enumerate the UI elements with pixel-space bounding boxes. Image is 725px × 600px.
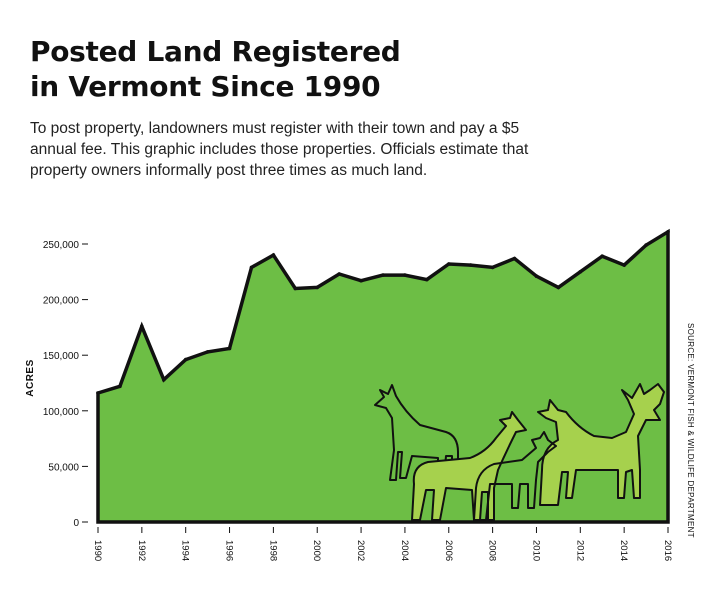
data-point [118,384,122,389]
data-point [425,277,429,282]
x-tick-label: 2016 [662,540,673,561]
x-tick-label: 2006 [443,540,454,561]
data-point [622,263,626,267]
x-tick-label: 1996 [224,540,235,561]
data-point [556,285,561,290]
data-point [293,286,298,291]
y-tick-label: 250,000 [43,240,80,251]
x-tick-label: 2000 [311,540,322,561]
deer-figure [473,431,557,521]
data-point [600,254,604,258]
chart-title: Posted Land Registered in Vermont Since … [30,34,490,104]
plot-area [96,228,670,524]
x-tick-label: 2012 [574,540,585,561]
x-axis-ticks: 1990 1992 1994 1996 1998 2000 2002 2004 2006 2008… [92,527,673,561]
data-point [512,256,517,261]
x-tick-label: 1992 [136,540,147,561]
data-point [403,273,407,277]
title-line-1: Posted Land Registered [30,35,401,68]
data-point [140,324,144,329]
y-tick-label: 0 [73,518,79,529]
deer-illustration [374,383,665,521]
data-point [205,350,210,354]
x-tick-label: 2002 [355,540,366,561]
data-point [183,357,188,362]
x-tick-label: 2004 [399,540,410,561]
data-point [644,243,648,247]
data-point [468,263,473,267]
y-tick-label: 150,000 [43,351,80,362]
data-point [249,265,254,270]
data-point [271,253,276,257]
y-axis-ticks: 0 50,000 100,000 150,000 200,000 250,000 [43,240,88,529]
x-tick-label: 1998 [267,540,278,561]
source-note: SOURCE: VERMONT FISH & WILDLIFE DEPARTME… [686,323,695,538]
data-point [381,273,385,277]
data-point [227,346,232,351]
y-tick-label: 100,000 [43,407,80,418]
data-point [337,272,342,276]
data-point [315,285,320,290]
deer-figure [537,383,665,506]
x-tick-label: 2014 [618,540,629,561]
chart-subtitle: To post property, landowners must regist… [30,120,529,179]
data-point [666,230,670,234]
data-point [359,278,363,283]
y-axis-label: ACRES [25,359,36,397]
y-tick-label: 200,000 [43,296,80,307]
data-point [490,265,495,270]
x-tick-label: 1990 [92,540,103,561]
area-series [96,228,670,524]
title-line-2: in Vermont Since 1990 [30,70,381,103]
x-tick-label: 2008 [487,540,498,561]
data-point [447,262,451,266]
data-point [578,270,583,274]
x-tick-label: 2010 [530,540,541,561]
x-tick-label: 1994 [180,540,191,561]
data-point [534,274,539,279]
data-point [96,391,100,395]
data-point [162,377,166,382]
y-tick-label: 50,000 [48,462,79,473]
